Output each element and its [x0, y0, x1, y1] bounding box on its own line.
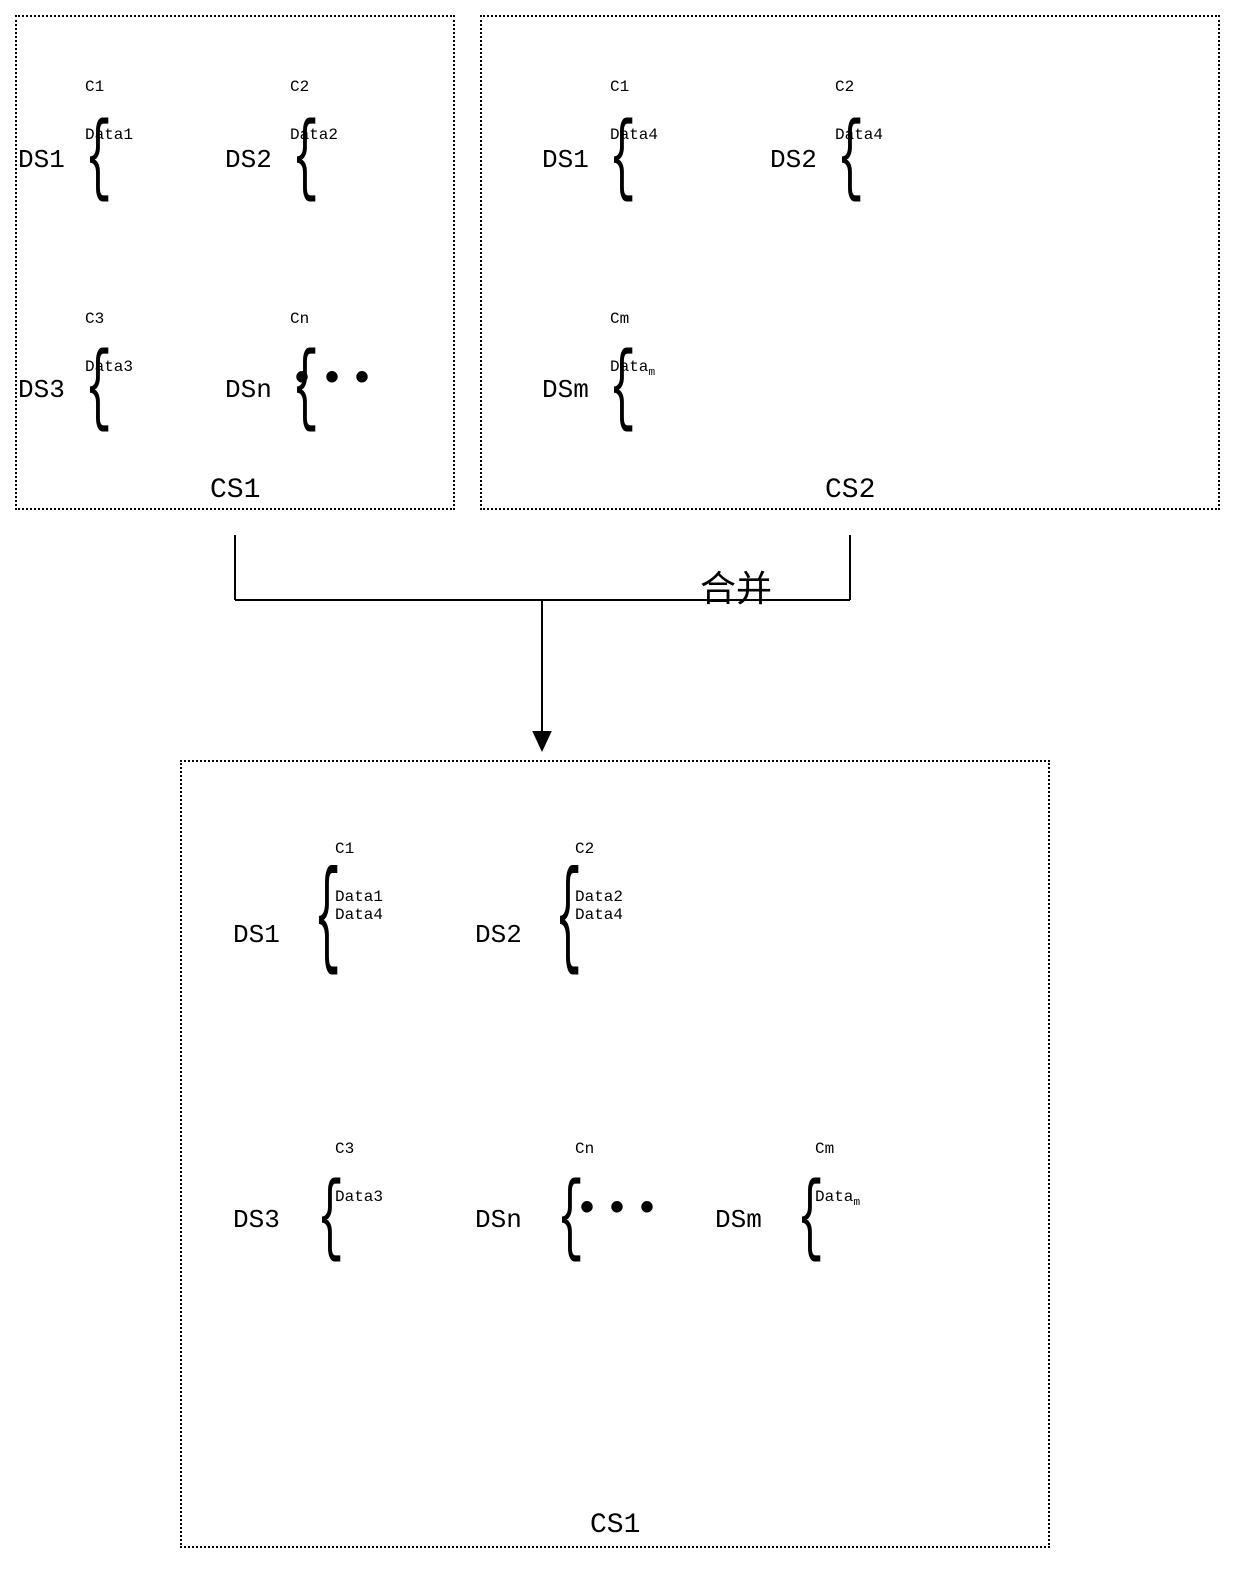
merge-arrow	[0, 0, 1240, 1591]
merge-label: 合并	[700, 560, 772, 612]
diagram-canvas: CS1C1Data1DS1{C2Data2DS2{C3Data3DS3{Cn••…	[0, 0, 1240, 1591]
